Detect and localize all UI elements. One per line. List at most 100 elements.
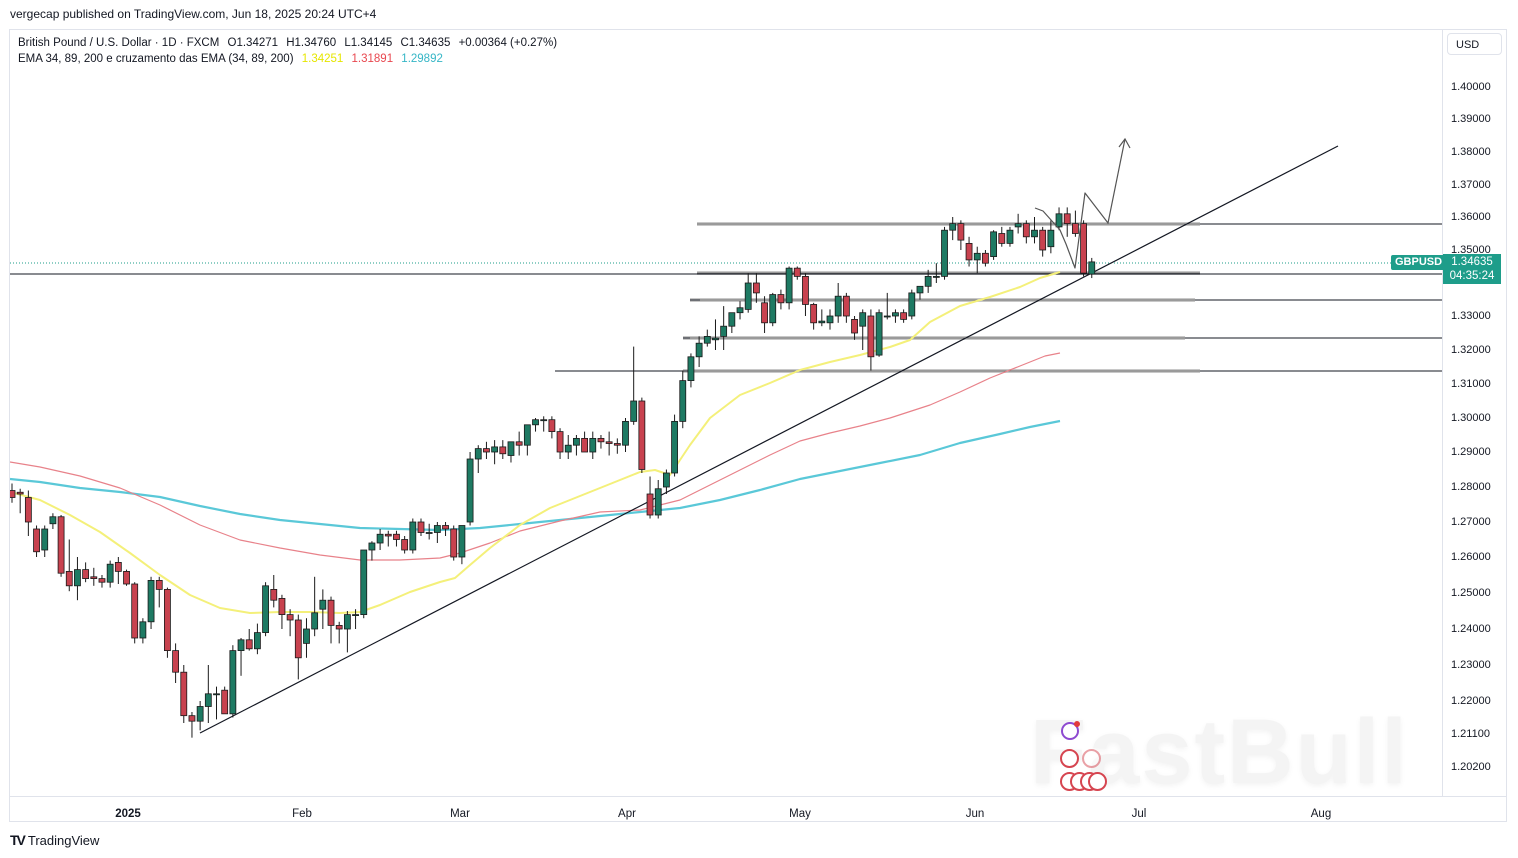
candle-up	[532, 419, 539, 426]
candle-down	[957, 223, 965, 241]
candle-down	[548, 419, 556, 433]
flash-icon	[1061, 721, 1080, 740]
price-tick: 1.21100	[1451, 728, 1490, 740]
candle-down	[188, 715, 196, 722]
ema89-line	[10, 352, 1061, 561]
time-tick: Mar	[450, 808, 470, 820]
candle-up	[973, 252, 981, 261]
price-tick: 1.20200	[1451, 761, 1491, 773]
candle-up	[892, 312, 899, 317]
candle-up	[139, 621, 147, 639]
candle-down	[867, 315, 875, 358]
candle-up	[949, 223, 957, 231]
candle-up	[229, 650, 237, 715]
candle-down	[180, 671, 188, 717]
time-tick: Jun	[965, 808, 985, 820]
candle-up	[728, 312, 736, 327]
candle-up	[458, 525, 466, 558]
symbol-price-tag: GBPUSD	[1391, 255, 1447, 270]
candle-up	[687, 356, 695, 381]
candle-down	[1072, 223, 1079, 234]
candle-up	[491, 446, 499, 453]
candle-down	[810, 304, 818, 324]
candle-up	[834, 295, 842, 317]
time-tick: Apr	[618, 808, 636, 820]
candle-down	[114, 562, 122, 572]
candle-down	[638, 400, 646, 470]
candle-up	[564, 444, 572, 453]
candle-down	[10, 490, 16, 498]
candle-up	[622, 420, 629, 446]
time-axis[interactable]	[10, 796, 1506, 822]
candle-up	[908, 292, 916, 317]
candle-down	[16, 491, 24, 495]
candle-up	[425, 532, 433, 534]
price-tick: 1.23000	[1451, 659, 1491, 671]
candle-up	[671, 420, 678, 474]
candle-down	[57, 516, 65, 574]
candle-down	[294, 619, 302, 659]
symbol-name: British Pound / U.S. Dollar · 1D · FXCM	[18, 37, 220, 49]
candle-down	[245, 639, 253, 650]
candle-down	[164, 589, 171, 652]
ohlc-change: +0.00364 (+0.27%)	[458, 37, 558, 49]
ohlc-open: O1.34271	[227, 37, 279, 49]
candle-up	[106, 563, 114, 583]
ohlc-close: C1.34635	[400, 37, 451, 49]
candle-down	[172, 650, 180, 673]
candle-down	[761, 302, 768, 324]
candle-up	[720, 325, 728, 337]
candle-up	[49, 516, 57, 525]
projection-arrow-icon	[1118, 137, 1131, 149]
candle-down	[65, 571, 73, 587]
currency-button[interactable]: USD	[1447, 33, 1502, 55]
bar-countdown: 04:35:24	[1449, 270, 1495, 282]
price-tick: 1.26000	[1451, 551, 1491, 563]
candle-down	[605, 441, 613, 444]
candle-up	[932, 275, 940, 278]
candle-up	[237, 639, 245, 651]
price-tick: 1.40000	[1451, 81, 1491, 93]
ema34-line	[10, 271, 1061, 614]
candle-down	[499, 446, 507, 455]
candle-up	[433, 525, 441, 533]
time-tick: 2025	[115, 808, 141, 820]
candle-down	[556, 431, 564, 453]
candle-up	[875, 312, 883, 356]
candle-up	[368, 542, 376, 551]
candle-up	[769, 294, 777, 324]
candle-down	[597, 437, 605, 443]
candle-up	[990, 231, 997, 258]
candle-down	[646, 493, 654, 516]
candle-up	[1014, 223, 1022, 228]
chart-legend: British Pound / U.S. Dollar · 1D · FXCM …	[18, 35, 562, 67]
candle-down	[123, 571, 130, 585]
price-tick: 1.37000	[1451, 179, 1491, 191]
price-tick: 1.36000	[1451, 211, 1491, 223]
current-price-value: 1.34635	[1451, 256, 1493, 268]
candle-down	[33, 528, 40, 553]
price-tick: 1.22000	[1451, 695, 1491, 707]
candle-down	[802, 275, 809, 305]
candle-up	[573, 437, 580, 446]
price-tick: 1.24000	[1451, 623, 1491, 635]
candle-down	[793, 267, 801, 277]
candle-down	[613, 443, 621, 446]
candle-up	[409, 521, 417, 551]
candle-up	[744, 282, 752, 310]
indicator-row[interactable]: EMA 34, 89, 200 e cruzamento das EMA (34…	[18, 51, 562, 67]
candle-down	[278, 598, 286, 616]
candle-down	[24, 497, 32, 523]
tradingview-logo[interactable]: TV TradingView	[10, 832, 99, 848]
candle-down	[752, 282, 760, 294]
price-axis[interactable]	[1442, 30, 1507, 796]
candle-up	[262, 585, 269, 633]
price-tick: 1.30000	[1451, 412, 1491, 424]
candle-up	[311, 612, 319, 630]
symbol-row[interactable]: British Pound / U.S. Dollar · 1D · FXCM …	[18, 35, 562, 51]
candle-down	[1039, 229, 1047, 251]
price-tick: 1.29000	[1451, 446, 1491, 458]
candle-up	[147, 580, 155, 623]
candle-up	[540, 419, 548, 422]
